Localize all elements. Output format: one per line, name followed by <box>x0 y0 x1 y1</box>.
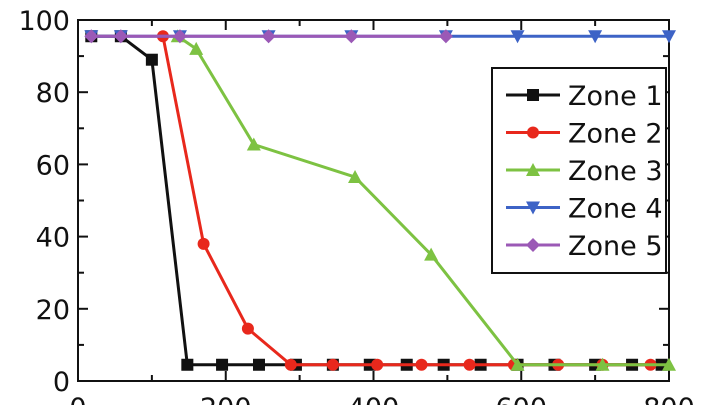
data-point <box>189 41 204 55</box>
legend-item: Zone 4 <box>506 194 663 225</box>
legend-marker <box>526 201 540 215</box>
data-point <box>284 358 297 371</box>
x-tick-label: 400 <box>348 393 400 405</box>
x-tick-label: 600 <box>495 393 547 405</box>
data-point <box>252 358 265 371</box>
legend-label: Zone 2 <box>568 119 663 150</box>
legend-item: Zone 1 <box>506 81 663 112</box>
x-tick-label: 800 <box>643 393 695 405</box>
data-point <box>113 29 128 44</box>
data-point <box>246 137 261 151</box>
data-point <box>241 322 254 335</box>
data-point <box>344 29 359 44</box>
legend-marker <box>526 163 540 176</box>
data-point <box>424 247 439 261</box>
x-tick-label: 200 <box>200 393 252 405</box>
x-tick-label: 0 <box>69 393 86 405</box>
data-point <box>197 237 210 250</box>
data-point <box>216 358 229 371</box>
y-tick-label: 20 <box>36 295 70 326</box>
axes: 0 20 40 60 80 100 0 200 400 600 800 <box>18 6 694 405</box>
legend: Zone 1 Zone 2 Zone 3 Zone 4 Zone 5 <box>491 67 667 274</box>
legend-label: Zone 4 <box>568 194 663 225</box>
data-point <box>463 358 476 371</box>
y-tick-label: 40 <box>36 223 70 254</box>
y-tick-label: 0 <box>53 367 70 398</box>
series-layer <box>84 29 676 371</box>
legend-item: Zone 2 <box>506 119 663 150</box>
data-point <box>662 30 676 44</box>
data-point <box>415 358 428 371</box>
y-tick-label: 80 <box>36 78 70 109</box>
series-5 <box>84 29 453 44</box>
data-point <box>172 29 187 44</box>
data-point <box>588 30 603 44</box>
legend-label: Zone 1 <box>568 81 663 112</box>
data-point <box>371 358 384 371</box>
series-line <box>176 35 669 367</box>
y-tick-label: 100 <box>18 6 70 37</box>
data-point <box>662 357 676 371</box>
y-tick-label: 60 <box>36 150 70 181</box>
data-point <box>145 53 158 66</box>
legend-label: Zone 3 <box>568 156 663 187</box>
legend-label: Zone 5 <box>568 231 663 262</box>
legend-marker <box>527 126 539 139</box>
data-point <box>510 357 525 371</box>
data-point <box>348 170 363 184</box>
data-point <box>84 29 99 44</box>
data-point <box>261 29 276 44</box>
legend-item: Zone 5 <box>506 231 663 262</box>
legend-item: Zone 3 <box>506 156 663 187</box>
data-point <box>595 357 610 371</box>
data-point <box>438 29 453 44</box>
legend-marker <box>527 89 539 101</box>
data-point <box>510 30 525 44</box>
data-point <box>326 358 339 371</box>
legend-marker <box>526 238 540 252</box>
data-point <box>181 358 194 371</box>
